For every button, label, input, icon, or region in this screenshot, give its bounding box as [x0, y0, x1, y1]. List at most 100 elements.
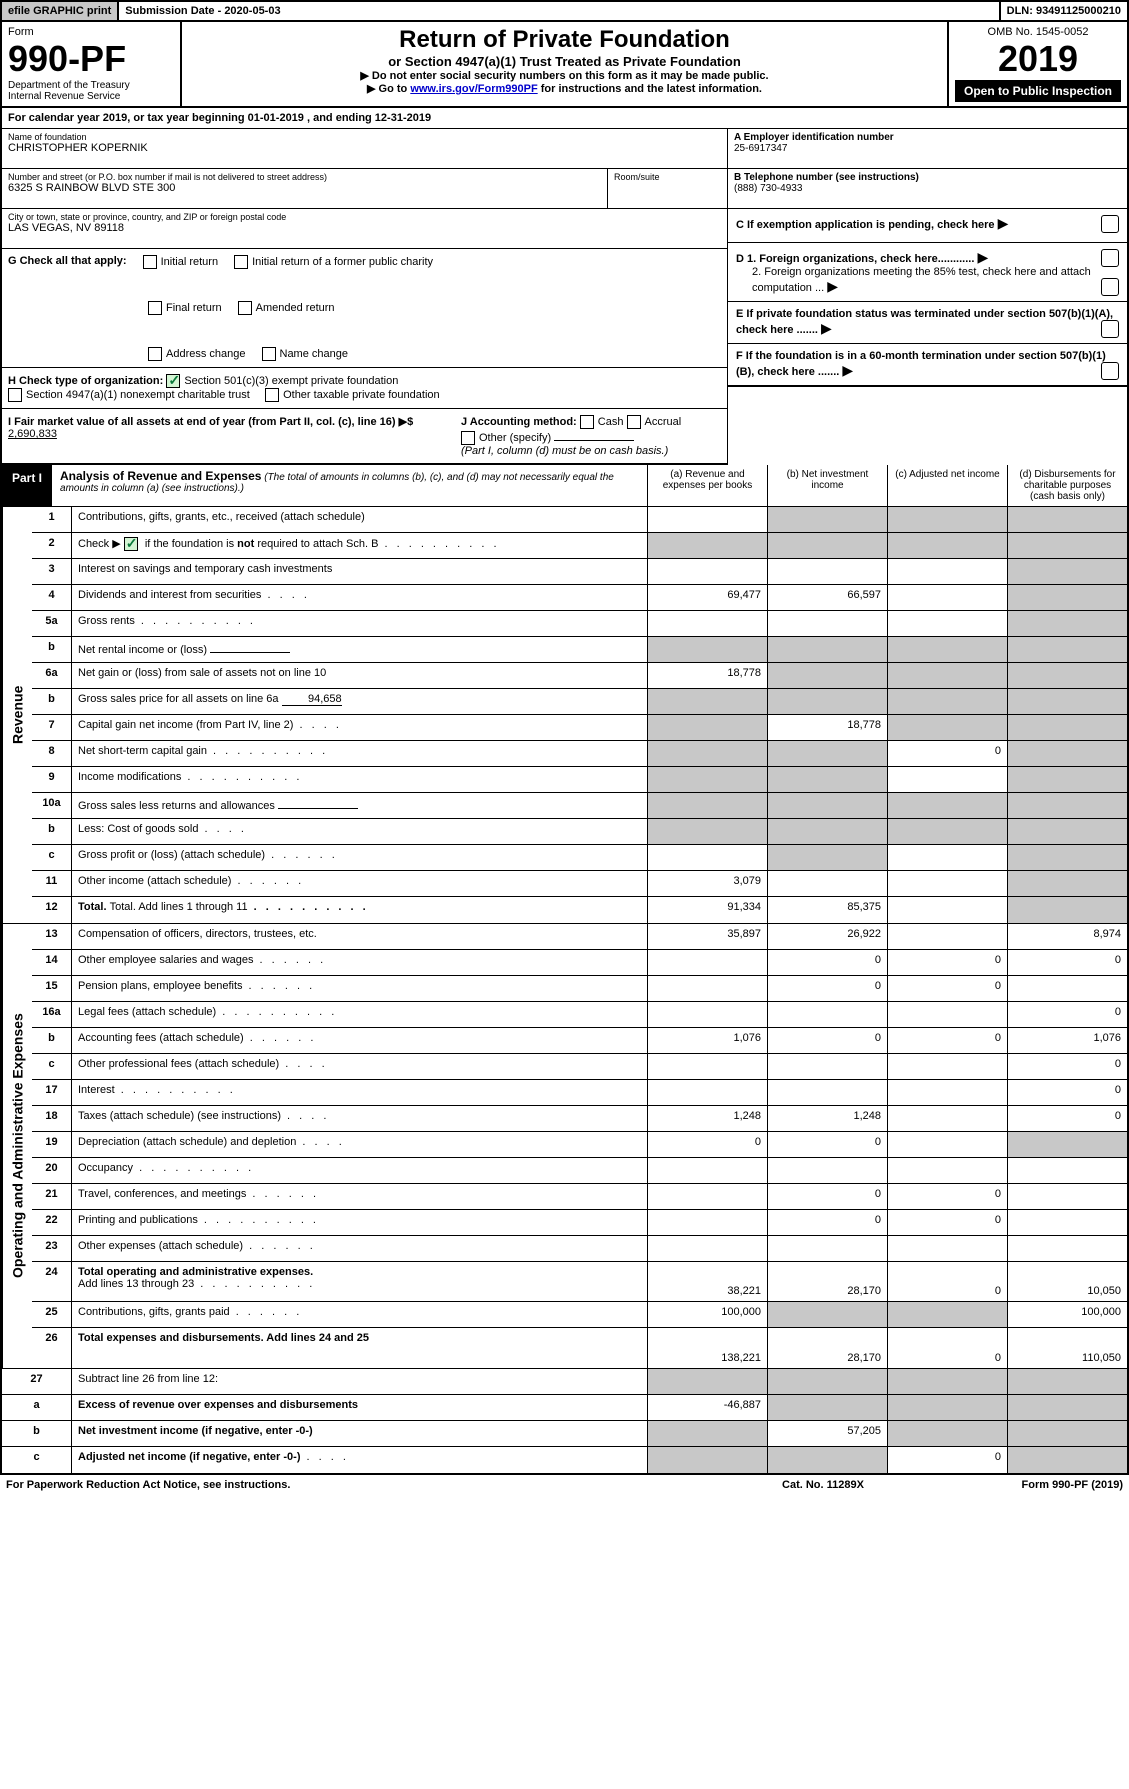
- col-a-val: [647, 559, 767, 584]
- row-26: 26 Total expenses and disbursements. Add…: [32, 1328, 1127, 1368]
- checkbox-accrual[interactable]: [627, 415, 641, 429]
- checkbox-4947[interactable]: [8, 388, 22, 402]
- tax-year: 2019: [955, 38, 1121, 80]
- col-b-val: [767, 845, 887, 870]
- col-a-val: 69,477: [647, 585, 767, 610]
- col-c-val: [887, 1421, 1007, 1446]
- col-c-val: [887, 585, 1007, 610]
- room-cell: Room/suite: [607, 169, 727, 209]
- row-desc: Interest: [72, 1080, 647, 1105]
- instructions-link[interactable]: www.irs.gov/Form990PF: [410, 83, 537, 95]
- col-b-val: 1,248: [767, 1106, 887, 1131]
- col-a-val: [647, 715, 767, 740]
- section-j: J Accounting method: Cash Accrual Other …: [441, 415, 721, 457]
- checkbox-name-change[interactable]: [262, 347, 276, 361]
- row-10a: 10a Gross sales less returns and allowan…: [32, 793, 1127, 819]
- col-a-val: [647, 1447, 767, 1473]
- row-num: b: [2, 1421, 72, 1446]
- g-initial: Initial return: [143, 255, 218, 269]
- row-desc: Legal fees (attach schedule): [72, 1002, 647, 1027]
- checkbox-501c3[interactable]: [166, 374, 180, 388]
- row-num: 8: [32, 741, 72, 766]
- col-d-val: 100,000: [1007, 1302, 1127, 1327]
- checkbox-d2[interactable]: [1101, 278, 1119, 296]
- col-d-val: 10,050: [1007, 1262, 1127, 1301]
- checkbox-e[interactable]: [1101, 320, 1119, 338]
- col-a-val: 91,334: [647, 897, 767, 923]
- col-c-val: [887, 637, 1007, 662]
- checkbox-sch-b[interactable]: [124, 537, 138, 551]
- row-27: 27 Subtract line 26 from line 12:: [2, 1369, 1127, 1395]
- city-cell: City or town, state or province, country…: [2, 209, 727, 249]
- row-desc: Accounting fees (attach schedule): [72, 1028, 647, 1053]
- checkbox-other-method[interactable]: [461, 431, 475, 445]
- g-amended: Amended return: [238, 301, 335, 315]
- col-a-val: [647, 819, 767, 844]
- row-18: 18 Taxes (attach schedule) (see instruct…: [32, 1106, 1127, 1132]
- row-23: 23 Other expenses (attach schedule): [32, 1236, 1127, 1262]
- row-num: 22: [32, 1210, 72, 1235]
- checkbox-cash[interactable]: [580, 415, 594, 429]
- row-19: 19 Depreciation (attach schedule) and de…: [32, 1132, 1127, 1158]
- checkbox-initial-former[interactable]: [234, 255, 248, 269]
- expenses-side-label: Operating and Administrative Expenses: [2, 924, 32, 1368]
- col-a-val: 3,079: [647, 871, 767, 896]
- blank-line: [210, 641, 290, 653]
- dept-treasury: Department of the Treasury: [8, 80, 174, 91]
- checkbox-c[interactable]: [1101, 215, 1119, 233]
- checkbox-other-tax[interactable]: [265, 388, 279, 402]
- col-a-val: 1,248: [647, 1106, 767, 1131]
- col-b-val: 0: [767, 976, 887, 1001]
- row-num: 15: [32, 976, 72, 1001]
- col-b-val: [767, 507, 887, 532]
- col-d-val: [1007, 715, 1127, 740]
- row-desc: Excess of revenue over expenses and disb…: [72, 1395, 647, 1420]
- row-num: 13: [32, 924, 72, 949]
- arrow-icon: ▶: [827, 278, 838, 294]
- section-i-j: I Fair market value of all assets at end…: [2, 409, 727, 465]
- row-12: 12 Total. Total. Add lines 1 through 11 …: [32, 897, 1127, 923]
- info-grid: Name of foundation CHRISTOPHER KOPERNIK …: [0, 129, 1129, 465]
- col-c-val: [887, 715, 1007, 740]
- row-desc: Other employee salaries and wages: [72, 950, 647, 975]
- col-a-val: [647, 767, 767, 792]
- checkbox-addr-change[interactable]: [148, 347, 162, 361]
- col-c-val: 0: [887, 1184, 1007, 1209]
- row-20: 20 Occupancy: [32, 1158, 1127, 1184]
- col-d-val: [1007, 637, 1127, 662]
- checkbox-initial[interactable]: [143, 255, 157, 269]
- row-desc: Check ▶ if the foundation is not require…: [72, 533, 647, 558]
- row-desc: Less: Cost of goods sold: [72, 819, 647, 844]
- col-a-val: -46,887: [647, 1395, 767, 1420]
- header-left: Form 990-PF Department of the Treasury I…: [2, 22, 182, 106]
- col-c-val: 0: [887, 1447, 1007, 1473]
- row-desc: Other income (attach schedule): [72, 871, 647, 896]
- checkbox-f[interactable]: [1101, 362, 1119, 380]
- row-num: 7: [32, 715, 72, 740]
- col-a-val: [647, 1080, 767, 1105]
- checkbox-d1[interactable]: [1101, 249, 1119, 267]
- row-num: b: [32, 637, 72, 662]
- col-b-val: [767, 1054, 887, 1079]
- checkbox-final[interactable]: [148, 301, 162, 315]
- col-b-val: 0: [767, 1184, 887, 1209]
- row-desc: Contributions, gifts, grants, etc., rece…: [72, 507, 647, 532]
- row-desc: Other expenses (attach schedule): [72, 1236, 647, 1261]
- col-b-val: [767, 793, 887, 818]
- col-c-val: [887, 871, 1007, 896]
- h-label: H Check type of organization:: [8, 375, 163, 387]
- header-right: OMB No. 1545-0052 2019 Open to Public In…: [947, 22, 1127, 106]
- checkbox-amended[interactable]: [238, 301, 252, 315]
- col-d-val: [1007, 1447, 1127, 1473]
- col-a-val: [647, 741, 767, 766]
- row-15: 15 Pension plans, employee benefits 0 0: [32, 976, 1127, 1002]
- col-a-val: [647, 533, 767, 558]
- col-d-val: [1007, 1369, 1127, 1394]
- h-4947: Section 4947(a)(1) nonexempt charitable …: [26, 389, 250, 401]
- col-a-val: [647, 1184, 767, 1209]
- efile-label: efile GRAPHIC print: [2, 2, 117, 20]
- inline-val: 94,658: [282, 693, 342, 706]
- col-a-val: 100,000: [647, 1302, 767, 1327]
- j-accrual: Accrual: [645, 416, 682, 428]
- dept-irs: Internal Revenue Service: [8, 91, 174, 102]
